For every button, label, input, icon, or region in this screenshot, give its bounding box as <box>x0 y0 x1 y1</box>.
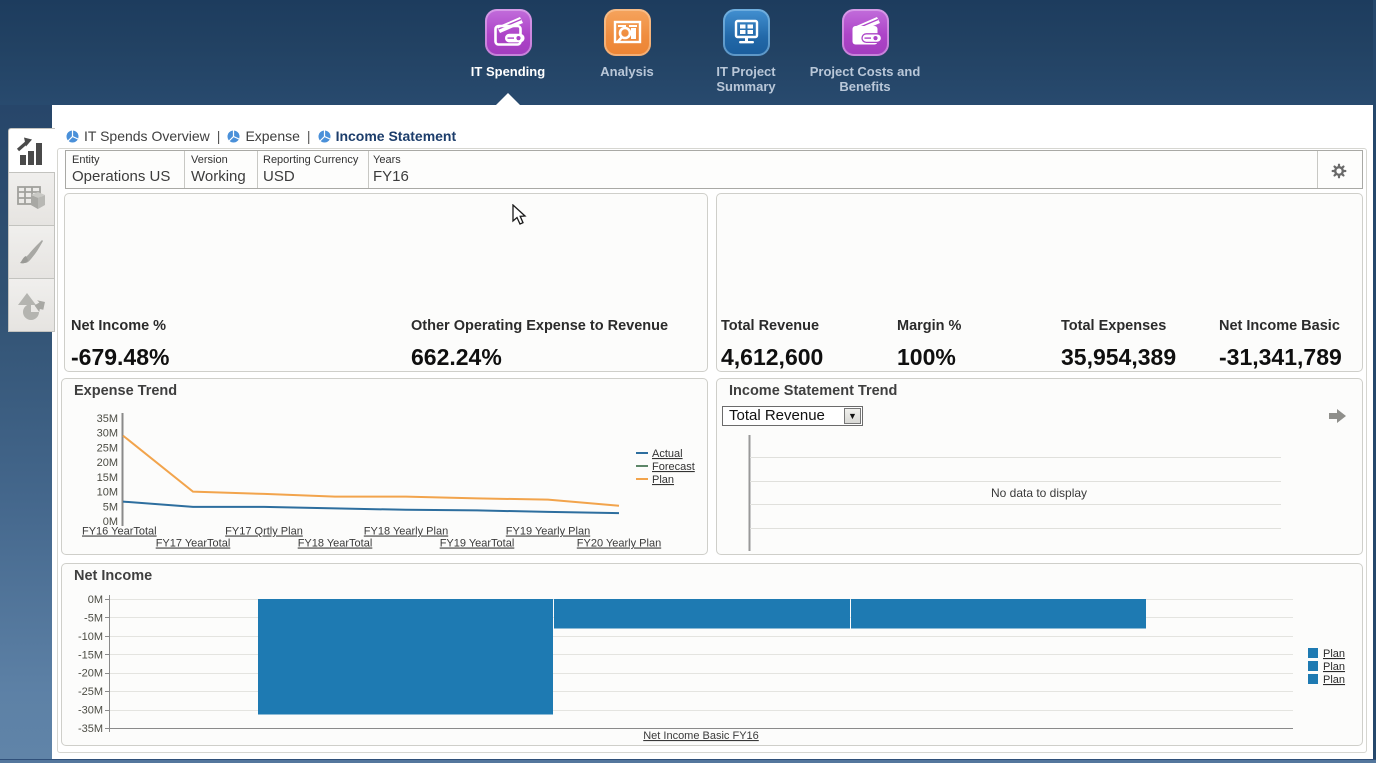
svg-text:FY18 Yearly Plan: FY18 Yearly Plan <box>364 526 448 538</box>
svg-text:0M: 0M <box>103 516 118 528</box>
svg-text:Plan: Plan <box>652 474 674 486</box>
svg-text:-10M: -10M <box>78 631 103 643</box>
svg-text:Actual: Actual <box>652 448 683 460</box>
svg-text:-30M: -30M <box>78 705 103 717</box>
svg-text:FY20 Yearly Plan: FY20 Yearly Plan <box>577 538 661 550</box>
svg-text:-15M: -15M <box>78 649 103 661</box>
svg-text:30M: 30M <box>97 428 118 440</box>
svg-text:-25M: -25M <box>78 686 103 698</box>
svg-text:No data to display: No data to display <box>991 486 1087 500</box>
svg-text:FY19 YearTotal: FY19 YearTotal <box>440 538 515 550</box>
svg-text:FY16 YearTotal: FY16 YearTotal <box>82 526 157 538</box>
svg-text:20M: 20M <box>97 457 118 469</box>
svg-text:FY17 YearTotal: FY17 YearTotal <box>156 538 231 550</box>
svg-text:FY19 Yearly Plan: FY19 Yearly Plan <box>506 526 590 538</box>
svg-text:35M: 35M <box>97 413 118 425</box>
svg-text:5M: 5M <box>103 501 118 513</box>
svg-text:FY18 YearTotal: FY18 YearTotal <box>298 538 373 550</box>
svg-text:Forecast: Forecast <box>652 461 695 473</box>
svg-text:-5M: -5M <box>84 612 103 624</box>
svg-text:10M: 10M <box>97 487 118 499</box>
svg-text:25M: 25M <box>97 442 118 454</box>
svg-text:Plan: Plan <box>1323 648 1345 660</box>
svg-text:-35M: -35M <box>78 723 103 735</box>
svg-text:Plan: Plan <box>1323 661 1345 673</box>
svg-text:Net Income Basic FY16: Net Income Basic FY16 <box>643 730 759 742</box>
svg-text:-20M: -20M <box>78 668 103 680</box>
svg-text:FY17 Qrtly Plan: FY17 Qrtly Plan <box>225 526 303 538</box>
svg-text:Plan: Plan <box>1323 674 1345 686</box>
svg-text:15M: 15M <box>97 472 118 484</box>
svg-text:0M: 0M <box>88 594 103 606</box>
